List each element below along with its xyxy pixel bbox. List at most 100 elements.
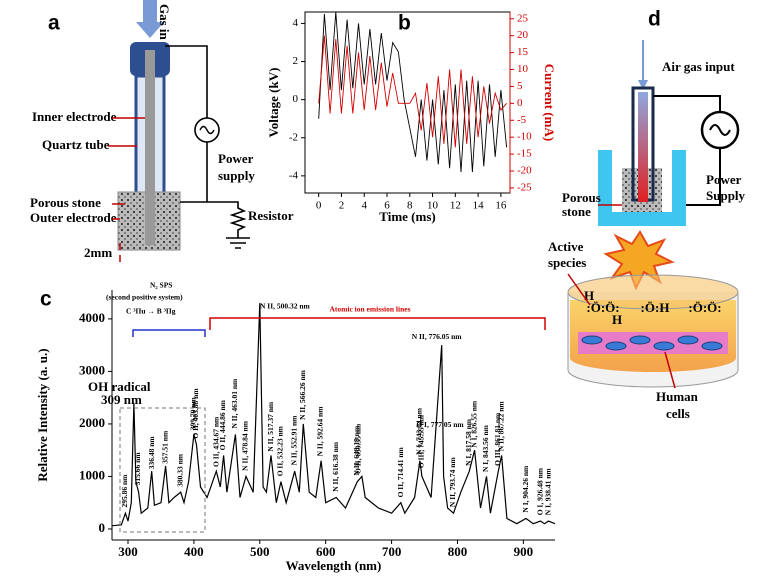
electrode-rod — [638, 92, 648, 202]
label: Air gas input — [662, 59, 735, 74]
chart-b: 0 2 4 6 8 10 12 14 16-4-2024-25-20-15-10-5051015… — [266, 11, 557, 224]
label: Human — [656, 389, 699, 404]
label: Power — [706, 172, 742, 187]
peak-label: N I, 843.56 nm — [481, 424, 490, 472]
x-tick-label: 6 — [384, 200, 390, 212]
label: Active — [548, 239, 584, 254]
peak-label: N II, 793.74 nm — [448, 457, 457, 508]
x-tick-label: 700 — [382, 544, 402, 559]
y-tick-label: 4000 — [79, 310, 105, 325]
peak-label: O III, 745.55 nm — [416, 414, 425, 468]
peak-label: N II, 592.64 nm — [316, 406, 325, 457]
oh-label: 309 nm — [101, 392, 142, 407]
gas-in-label: Gas in — [157, 4, 172, 41]
sps-label: (second positive system) — [106, 293, 183, 302]
molecule: H — [612, 312, 622, 327]
pointer — [664, 351, 676, 389]
atomic-label: Atomic ion emission lines — [329, 305, 410, 314]
plot-frame — [112, 290, 555, 540]
peak-label: N II, 552.91 nm — [289, 415, 298, 466]
peak-label: O I, 926.48 nm — [536, 467, 545, 515]
peak-label: 399.70 nm — [188, 397, 197, 431]
y2-tick-label: 0 — [517, 97, 523, 109]
y-axis-label: Relative Intensity (a. u.) — [35, 348, 50, 481]
molecule: :Ö:H — [641, 300, 670, 315]
y2-tick-label: 20 — [517, 29, 529, 41]
label: Outer electrode — [30, 210, 117, 225]
label: cells — [666, 406, 690, 421]
label: Inner electrode — [32, 109, 117, 124]
panel-letter: b — [398, 12, 411, 35]
sps-label: N₂ SPS — [150, 281, 172, 290]
y2-tick-label: -25 — [517, 181, 532, 193]
x-tick-label: 600 — [316, 544, 336, 559]
y-tick-label: 3000 — [79, 362, 105, 377]
label: species — [548, 255, 586, 270]
atomic-bracket — [209, 317, 546, 330]
label: Power — [218, 151, 254, 166]
y2-tick-label: 5 — [517, 80, 523, 92]
panel-d: d Air gas input Power Supply Porous ston… — [548, 8, 746, 421]
label: Supply — [706, 188, 746, 203]
panel-letter: c — [40, 288, 52, 311]
label: stone — [562, 204, 591, 219]
peak-label: N II, 776.05 nm — [412, 332, 463, 341]
sine-symbol — [709, 124, 731, 136]
peak-label: N II, 463.01 nm — [230, 378, 239, 429]
y-tick-label: 0 — [293, 93, 299, 105]
peak-label: N II, 648.19 nm — [352, 425, 361, 476]
x-tick-label: 500 — [250, 544, 270, 559]
x-tick-label: 900 — [514, 544, 534, 559]
wiring — [165, 45, 250, 249]
gas-arrow-head — [638, 80, 648, 90]
y-tick-label: 0 — [99, 520, 106, 535]
y-tick-label: 1000 — [79, 467, 105, 482]
label: Porous — [562, 190, 601, 205]
oh-label: OH radical — [88, 379, 151, 394]
molecule: :Ö:Ö: — [688, 300, 721, 315]
label: supply — [218, 168, 255, 183]
x-tick-label: 16 — [495, 200, 507, 212]
y2-tick-label: 10 — [517, 63, 529, 75]
label: 2mm — [84, 245, 112, 260]
peak-label: N II, 478.84 nm — [241, 420, 250, 471]
y2-tick-label: -5 — [517, 114, 527, 126]
peak-label: O II, 434.67 nm — [211, 416, 220, 467]
wiring — [653, 95, 721, 206]
spectrum-line — [111, 303, 556, 527]
peak-label: N II, 867.22 nm — [496, 401, 505, 452]
peak-label: 357.51 nm — [161, 430, 170, 464]
y-axis-label: Voltage (kV) — [266, 68, 281, 138]
molecule: :Ö:Ö: — [586, 300, 619, 315]
dish-rim — [567, 274, 739, 310]
x-tick-label: 8 — [407, 200, 413, 212]
peak-label: 336.48 nm — [147, 436, 156, 470]
inner-electrode — [145, 50, 155, 245]
x-tick-label: 0 — [316, 200, 322, 212]
peak-label: N II, 616.38 nm — [331, 441, 340, 492]
chart-c: 300 400 500 600 700 800 900 0 1000 2000 3000 4000 Wa… — [35, 281, 556, 573]
peak-label: 380.33 nm — [176, 453, 185, 487]
peak-label: N II, 566.26 nm — [298, 369, 307, 420]
y2-tick-label: 15 — [517, 46, 529, 58]
x-tick-label: 300 — [118, 544, 138, 559]
x-tick-label: 2 — [339, 200, 345, 212]
peak-label: 295.86 nm — [120, 474, 129, 508]
container — [598, 150, 686, 226]
peak-label: O I, 777.05 nm — [416, 420, 464, 429]
peak-label: 315.66 nm — [133, 452, 142, 486]
y-tick-label: 2 — [293, 55, 299, 67]
oh-box — [119, 407, 206, 533]
peak-label: O II, 403.88 nm — [191, 388, 200, 439]
gas-arrow — [136, 0, 164, 38]
y-tick-label: -2 — [289, 131, 298, 143]
panel-letter: a — [48, 12, 60, 35]
panel-letter: d — [648, 8, 661, 31]
y2-tick-label: -20 — [517, 165, 532, 177]
y2-axis-label: Current (mA) — [542, 64, 557, 141]
peak-label: O III, 861.81 nm — [493, 412, 502, 466]
series-line — [318, 11, 508, 173]
x-tick-label: 12 — [450, 200, 461, 212]
x-tick-label: 4 — [361, 200, 367, 212]
